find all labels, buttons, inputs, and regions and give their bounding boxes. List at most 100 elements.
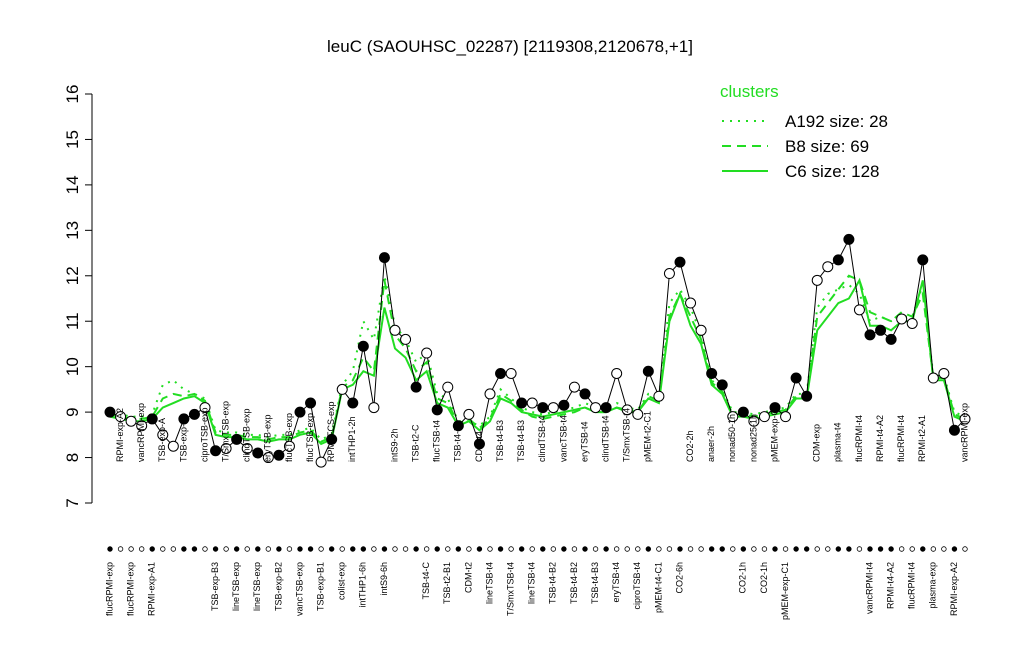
- sample-point: [167, 440, 179, 452]
- sample-point: [484, 388, 496, 400]
- sample-point: [305, 397, 317, 409]
- sample-marker: [941, 546, 947, 552]
- y-tick-label: 16: [63, 85, 82, 104]
- sample-point: [431, 404, 443, 416]
- sample-marker: [582, 546, 588, 552]
- y-tick-label: 12: [63, 266, 82, 285]
- y-tick-label: 10: [63, 357, 82, 376]
- sample-point: [368, 402, 380, 414]
- sample-marker: [508, 546, 514, 552]
- sample-point: [727, 411, 739, 423]
- sample-point: [706, 367, 718, 379]
- sample-marker: [835, 546, 842, 552]
- sample-marker: [571, 546, 578, 552]
- sample-marker: [930, 546, 937, 552]
- x-tick-label: pMEM-t4-C1: [653, 562, 663, 613]
- sample-point: [579, 388, 591, 400]
- sample-point: [685, 297, 697, 309]
- x-tick-label: RPMI-exp-A1: [147, 562, 157, 616]
- x-tick-label: nonad50-1h: [727, 414, 737, 462]
- sample-point: [378, 252, 390, 264]
- sample-marker: [191, 546, 198, 552]
- x-tick-label: RPMI-t4-A2: [875, 415, 885, 462]
- sample-point: [917, 254, 929, 266]
- sample-point: [199, 402, 211, 414]
- sample-marker: [181, 546, 187, 552]
- sample-point: [452, 420, 464, 432]
- x-tick-label: T/SmxTSB-exp: [220, 401, 230, 462]
- x-tick-label: RPMI-t4-A2: [885, 562, 895, 609]
- x-tick-label: TSB-exp-B2: [273, 562, 283, 611]
- x-tick-label: ciproTSB-exp: [199, 407, 209, 462]
- x-tick-label: pMEM-exp-C2: [769, 404, 779, 462]
- sample-marker: [276, 546, 282, 552]
- sample-point: [231, 433, 243, 445]
- sample-point: [906, 317, 918, 329]
- sample-marker: [128, 546, 134, 552]
- sample-point: [811, 274, 823, 286]
- sample-point: [283, 440, 295, 452]
- sample-marker: [107, 546, 113, 552]
- sample-point: [410, 381, 422, 393]
- sample-point: [568, 381, 580, 393]
- x-tick-label: eryTSB-t4: [611, 562, 621, 603]
- expression-line: [109, 237, 966, 464]
- x-tick-label: flucRPMI-t4: [896, 415, 906, 462]
- sample-point: [558, 399, 570, 411]
- sample-point: [178, 413, 190, 425]
- sample-point: [136, 420, 148, 432]
- legend-label: B8 size: 69: [785, 137, 869, 156]
- x-tick-label: CO2-6h: [674, 562, 684, 594]
- sample-marker: [466, 546, 472, 552]
- sample-marker: [328, 546, 335, 552]
- sample-point: [853, 304, 865, 316]
- sample-marker: [371, 546, 377, 552]
- sample-point: [769, 402, 781, 414]
- sample-marker: [138, 546, 145, 552]
- sample-point: [505, 367, 517, 379]
- x-tick-label: CDM-t2: [463, 562, 473, 593]
- sample-point: [537, 402, 549, 414]
- sample-marker: [339, 546, 345, 552]
- sample-point: [801, 390, 813, 402]
- sample-point: [885, 333, 897, 345]
- x-tick-label: intTHP1-2h: [347, 416, 357, 462]
- sample-marker: [487, 546, 493, 552]
- x-tick-label: TSB-t4-C: [421, 562, 431, 600]
- x-tick-label: flucRPMI-exp: [125, 562, 135, 616]
- sample-marker: [434, 546, 440, 552]
- sample-point: [663, 268, 675, 280]
- sample-point: [442, 381, 454, 393]
- legend-label: C6 size: 128: [785, 162, 880, 181]
- sample-marker: [708, 546, 715, 552]
- sample-point: [495, 367, 507, 379]
- sample-point: [896, 313, 908, 325]
- y-tick-label: 8: [63, 453, 82, 462]
- sample-point: [210, 445, 222, 457]
- x-tick-label: colist-exp: [337, 562, 347, 600]
- sample-marker: [856, 546, 863, 552]
- sample-marker: [603, 546, 609, 552]
- sample-marker: [423, 546, 430, 552]
- x-tick-label: clindTSB-t4: [600, 415, 610, 462]
- sample-marker: [212, 546, 219, 552]
- sample-point: [315, 456, 327, 468]
- x-tick-label: TSB-t4-B3: [495, 420, 505, 462]
- x-tick-label: flucRPMI-exp: [104, 562, 114, 616]
- sample-marker: [719, 546, 725, 552]
- sample-marker: [160, 546, 166, 552]
- sample-marker: [645, 546, 652, 552]
- x-tick-label: lineTSB-t4: [484, 562, 494, 604]
- sample-point: [695, 324, 707, 336]
- sample-marker: [392, 546, 398, 552]
- sample-marker: [846, 546, 852, 552]
- x-tick-label: anaer-2h: [706, 426, 716, 462]
- legend-label: A192 size: 28: [785, 112, 888, 131]
- sample-marker: [402, 546, 409, 552]
- x-tick-label: T/SmxTSB-t4: [622, 408, 632, 462]
- sample-point: [590, 402, 602, 414]
- x-tick-label: CO2-1h: [738, 562, 748, 594]
- sample-point: [526, 397, 538, 409]
- sample-marker: [170, 546, 177, 552]
- sample-point: [642, 365, 654, 377]
